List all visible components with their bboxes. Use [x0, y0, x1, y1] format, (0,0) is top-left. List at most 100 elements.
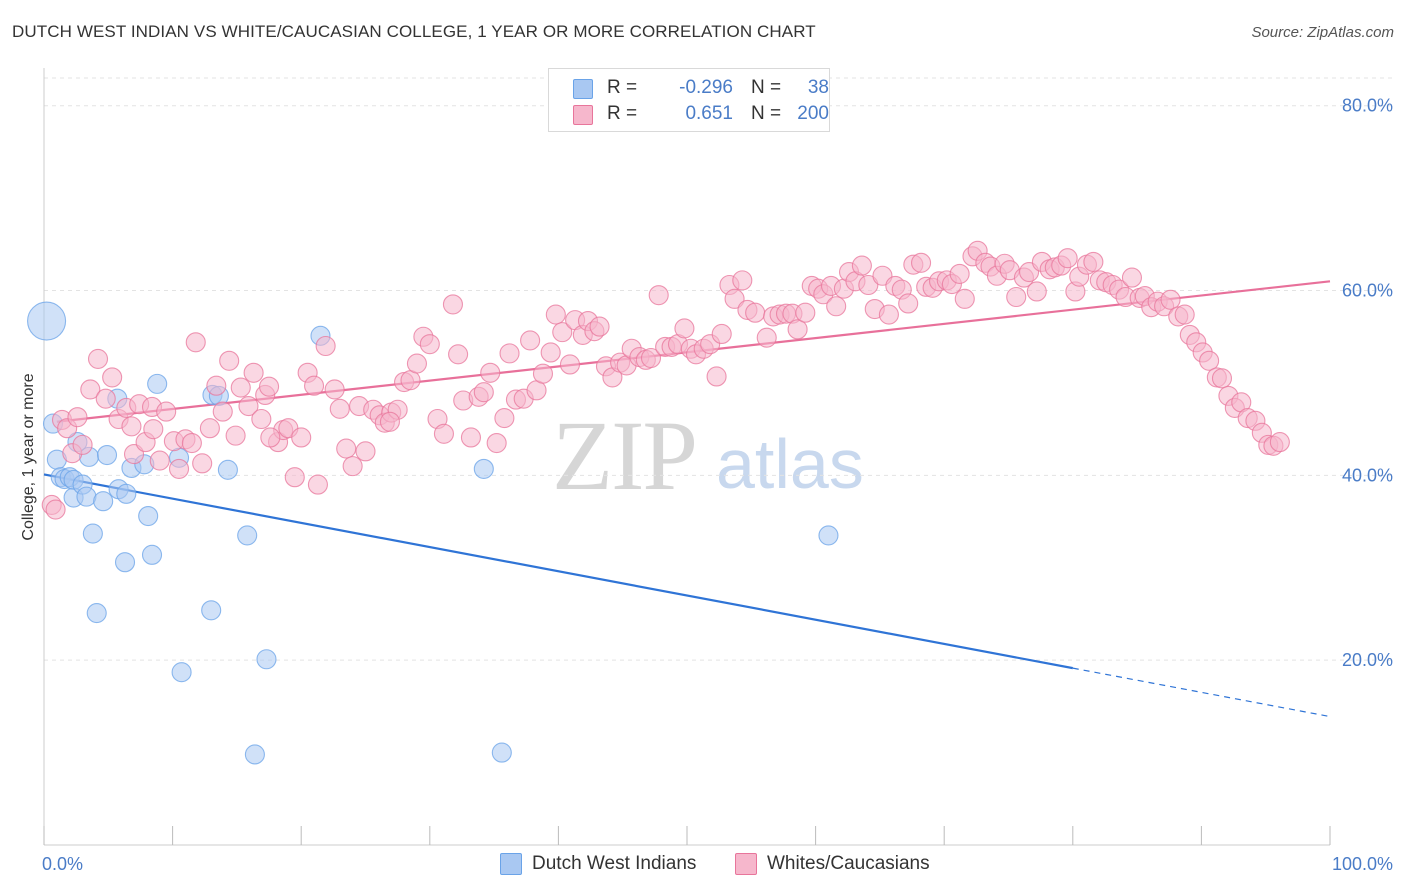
point-whites-caucasians: [787, 319, 808, 340]
point-whites-caucasians: [1026, 281, 1047, 302]
point-whites-caucasians: [284, 467, 305, 488]
bottom-legend-label: Whites/Caucasians: [767, 853, 930, 874]
point-whites-caucasians: [648, 285, 669, 306]
point-whites-caucasians: [878, 304, 899, 325]
point-dutch-west-indians: [96, 444, 118, 466]
point-whites-caucasians: [336, 438, 357, 459]
point-dutch-west-indians: [116, 483, 137, 504]
legend-n-value: 200: [797, 103, 829, 124]
point-whites-caucasians: [324, 379, 345, 400]
point-whites-caucasians: [552, 322, 573, 343]
point-whites-caucasians: [315, 335, 336, 357]
point-whites-caucasians: [156, 401, 177, 422]
point-whites-caucasians: [419, 334, 440, 355]
point-whites-caucasians: [121, 416, 142, 437]
legend-r-label: R =: [607, 103, 638, 124]
point-whites-caucasians: [540, 342, 561, 363]
x-tick-label: 100.0%: [1332, 854, 1393, 874]
point-whites-caucasians: [258, 376, 280, 397]
legend-r-value: 0.651: [685, 103, 733, 124]
y-tick-label: 20.0%: [1342, 650, 1393, 670]
point-whites-caucasians: [80, 379, 101, 400]
point-dutch-west-indians: [147, 373, 168, 394]
point-whites-caucasians: [851, 255, 872, 276]
legend-n-value: 38: [807, 77, 829, 98]
correlation-legend: R = -0.296 N = 38 R = 0.651 N = 200: [548, 68, 830, 132]
point-whites-caucasians: [486, 432, 507, 454]
point-whites-caucasians: [95, 388, 116, 409]
point-whites-caucasians: [724, 288, 745, 309]
y-axis-title: College, 1 year or more: [20, 373, 37, 540]
point-dutch-west-indians: [256, 649, 277, 670]
y-tick-label: 40.0%: [1342, 465, 1393, 485]
data-points: [27, 240, 1290, 765]
point-whites-caucasians: [448, 344, 469, 365]
watermark-atlas: atlas: [716, 425, 864, 503]
point-whites-caucasians: [45, 499, 66, 520]
point-whites-caucasians: [67, 407, 88, 428]
axes: [43, 68, 1331, 846]
point-whites-caucasians: [192, 453, 213, 474]
point-whites-caucasians: [711, 323, 732, 345]
point-whites-caucasians: [219, 350, 240, 371]
point-dutch-west-indians: [473, 458, 494, 479]
point-whites-caucasians: [545, 304, 566, 325]
point-dutch-west-indians: [86, 603, 107, 624]
point-whites-caucasians: [355, 441, 376, 462]
point-whites-caucasians: [559, 354, 581, 375]
point-whites-caucasians: [460, 427, 482, 448]
point-dutch-west-indians: [82, 523, 103, 544]
point-dutch-west-indians: [491, 742, 512, 763]
point-whites-caucasians: [251, 408, 272, 430]
bottom-legend-swatch-blue: [500, 853, 522, 875]
point-whites-caucasians: [260, 427, 281, 448]
legend-r-value: -0.296: [679, 77, 733, 98]
legend-swatch-pink: [573, 105, 593, 125]
point-whites-caucasians: [1006, 286, 1027, 308]
point-whites-caucasians: [520, 330, 541, 351]
point-whites-caucasians: [949, 263, 970, 284]
point-whites-caucasians: [1211, 368, 1233, 389]
point-whites-caucasians: [1057, 248, 1078, 269]
point-whites-caucasians: [589, 316, 610, 337]
point-whites-caucasians: [898, 293, 919, 314]
y-tick-label: 60.0%: [1342, 281, 1393, 301]
point-whites-caucasians: [795, 302, 816, 323]
point-whites-caucasians: [1199, 350, 1220, 371]
point-whites-caucasians: [826, 296, 847, 317]
point-whites-caucasians: [706, 366, 727, 387]
legend-n-label: N =: [751, 103, 782, 124]
point-dutch-west-indians: [27, 301, 67, 341]
point-whites-caucasians: [379, 411, 400, 432]
point-dutch-west-indians: [93, 491, 114, 512]
point-whites-caucasians: [674, 318, 695, 339]
point-whites-caucasians: [1269, 432, 1290, 453]
source-label: Source: ZipAtlas.com: [1251, 24, 1394, 41]
x-tick-label: 0.0%: [42, 854, 83, 874]
point-dutch-west-indians: [138, 505, 159, 527]
point-whites-caucasians: [199, 418, 220, 439]
point-whites-caucasians: [149, 450, 170, 471]
point-whites-caucasians: [206, 375, 227, 396]
bottom-legend-label: Dutch West Indians: [532, 853, 697, 874]
point-whites-caucasians: [433, 423, 454, 444]
point-whites-caucasians: [342, 456, 363, 477]
point-dutch-west-indians: [237, 525, 258, 546]
point-whites-caucasians: [745, 302, 766, 323]
point-whites-caucasians: [102, 367, 123, 388]
point-whites-caucasians: [1160, 289, 1181, 310]
point-whites-caucasians: [329, 398, 350, 419]
point-dutch-west-indians: [201, 600, 222, 621]
watermark-zip: ZIP: [552, 400, 698, 511]
point-whites-caucasians: [185, 332, 206, 353]
bottom-legend-swatch-pink: [735, 853, 757, 875]
point-whites-caucasians: [473, 382, 494, 403]
point-dutch-west-indians: [244, 744, 265, 765]
point-whites-caucasians: [756, 327, 777, 348]
point-whites-caucasians: [225, 425, 246, 446]
legend-swatch-blue: [573, 79, 593, 99]
point-whites-caucasians: [291, 427, 312, 448]
legend-n-label: N =: [751, 77, 782, 98]
point-dutch-west-indians: [217, 459, 238, 480]
